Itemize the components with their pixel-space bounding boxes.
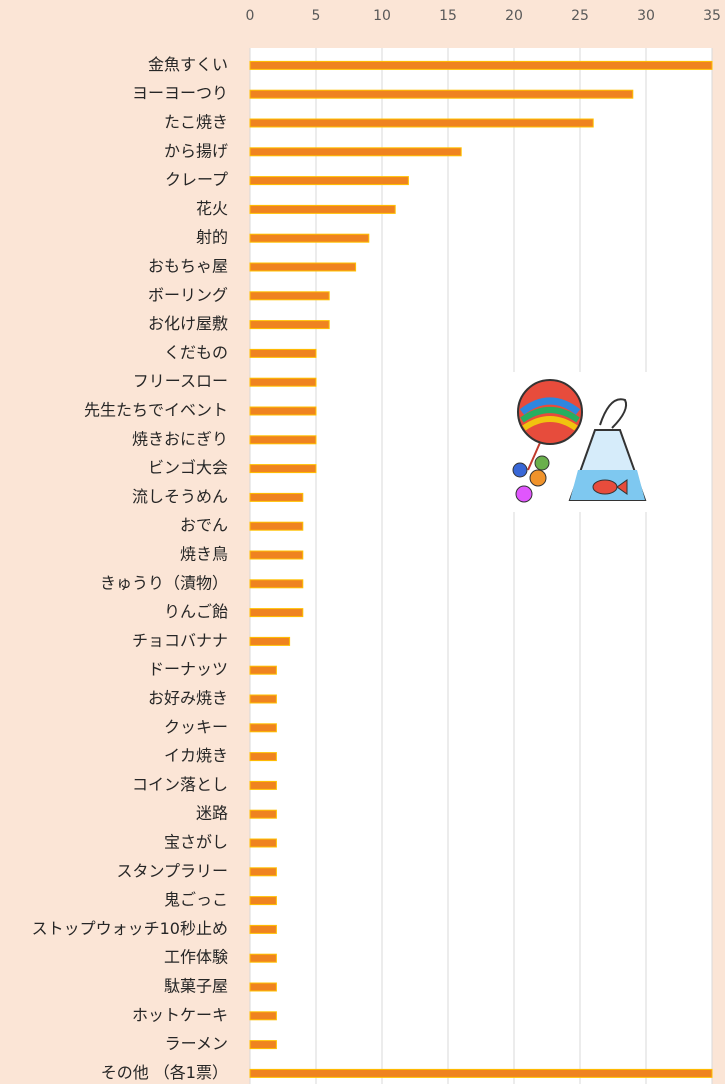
y-tick-label: ヨーヨーつり [132, 84, 228, 103]
bar [249, 492, 304, 502]
bar [249, 118, 594, 128]
bar [249, 1040, 277, 1050]
y-tick-label: 鬼ごっこ [164, 890, 228, 909]
x-tick-label: 10 [373, 8, 391, 24]
y-tick-label: おでん [180, 516, 228, 535]
bar [249, 320, 330, 330]
bar [249, 291, 330, 301]
x-tick-label: 15 [439, 8, 457, 24]
y-tick-label: 金魚すくい [148, 55, 228, 74]
plot-area [250, 48, 712, 1084]
y-tick-label: クレープ [165, 170, 228, 189]
y-tick-label: ストップウォッチ10秒止め [32, 919, 228, 938]
y-tick-label: 先生たちでイベント [84, 401, 228, 420]
bar [249, 665, 277, 675]
bar [249, 233, 370, 243]
bar [249, 953, 277, 963]
bar [249, 262, 357, 272]
bar [249, 435, 317, 445]
bar [249, 780, 277, 790]
bar [249, 89, 634, 99]
bar [249, 1068, 713, 1078]
y-tick-label: 工作体験 [164, 948, 228, 967]
bar [249, 1011, 277, 1021]
y-tick-label: ビンゴ大会 [148, 458, 228, 477]
bar [249, 377, 317, 387]
y-tick-label: お好み焼き [148, 689, 228, 708]
y-tick-label: たこ焼き [164, 113, 228, 132]
bar [249, 60, 713, 70]
bar [249, 348, 317, 358]
bar [249, 176, 409, 186]
bar [249, 521, 304, 531]
y-tick-label: きゅうり（漬物） [100, 573, 228, 592]
bar [249, 809, 277, 819]
bar [249, 464, 317, 474]
bar [249, 694, 277, 704]
bar [249, 838, 277, 848]
x-tick-label: 5 [312, 8, 321, 24]
bar [249, 608, 304, 618]
y-tick-label: おもちゃ屋 [148, 257, 228, 276]
y-tick-label: ラーメン [165, 1034, 228, 1053]
y-tick-label: ドーナッツ [148, 660, 228, 679]
y-tick-label: イカ焼き [164, 746, 228, 765]
y-tick-label: 焼きおにぎり [132, 429, 228, 448]
illustration [505, 372, 655, 512]
y-tick-label: ホットケーキ [132, 1005, 228, 1024]
bar [249, 982, 277, 992]
x-tick-label: 0 [246, 8, 255, 24]
bar [249, 723, 277, 733]
y-tick-label: から揚げ [164, 141, 228, 160]
x-tick-label: 30 [637, 8, 655, 24]
bar [249, 204, 396, 214]
bar [249, 896, 277, 906]
bar [249, 867, 277, 877]
y-tick-label: お化け屋敷 [148, 314, 228, 333]
bar [249, 752, 277, 762]
y-tick-label: くだもの [164, 343, 228, 362]
bar [249, 579, 304, 589]
y-tick-label: ボーリング [148, 285, 228, 304]
y-tick-label: 流しそうめん [132, 487, 228, 506]
bar [249, 147, 462, 157]
y-tick-label: チョコバナナ [132, 631, 228, 650]
y-tick-label: その他 （各1票） [101, 1063, 228, 1082]
y-tick-label: スタンプラリー [116, 861, 228, 880]
y-tick-label: りんご飴 [164, 602, 228, 621]
y-tick-label: 焼き鳥 [180, 545, 228, 564]
y-tick-label: 迷路 [196, 804, 228, 823]
x-tick-label: 35 [703, 8, 721, 24]
y-tick-label: 駄菓子屋 [164, 977, 228, 996]
x-tick-label: 25 [571, 8, 589, 24]
y-tick-label: 宝さがし [164, 833, 228, 852]
y-tick-label: フリースロー [133, 372, 228, 391]
bar [249, 924, 277, 934]
y-tick-label: 射的 [196, 228, 228, 247]
bar [249, 550, 304, 560]
y-tick-label: クッキー [164, 717, 228, 736]
bar [249, 636, 291, 646]
y-tick-label: コイン落とし [132, 775, 228, 794]
y-tick-label: 花火 [196, 199, 228, 218]
x-tick-label: 20 [505, 8, 523, 24]
bar [249, 406, 317, 416]
